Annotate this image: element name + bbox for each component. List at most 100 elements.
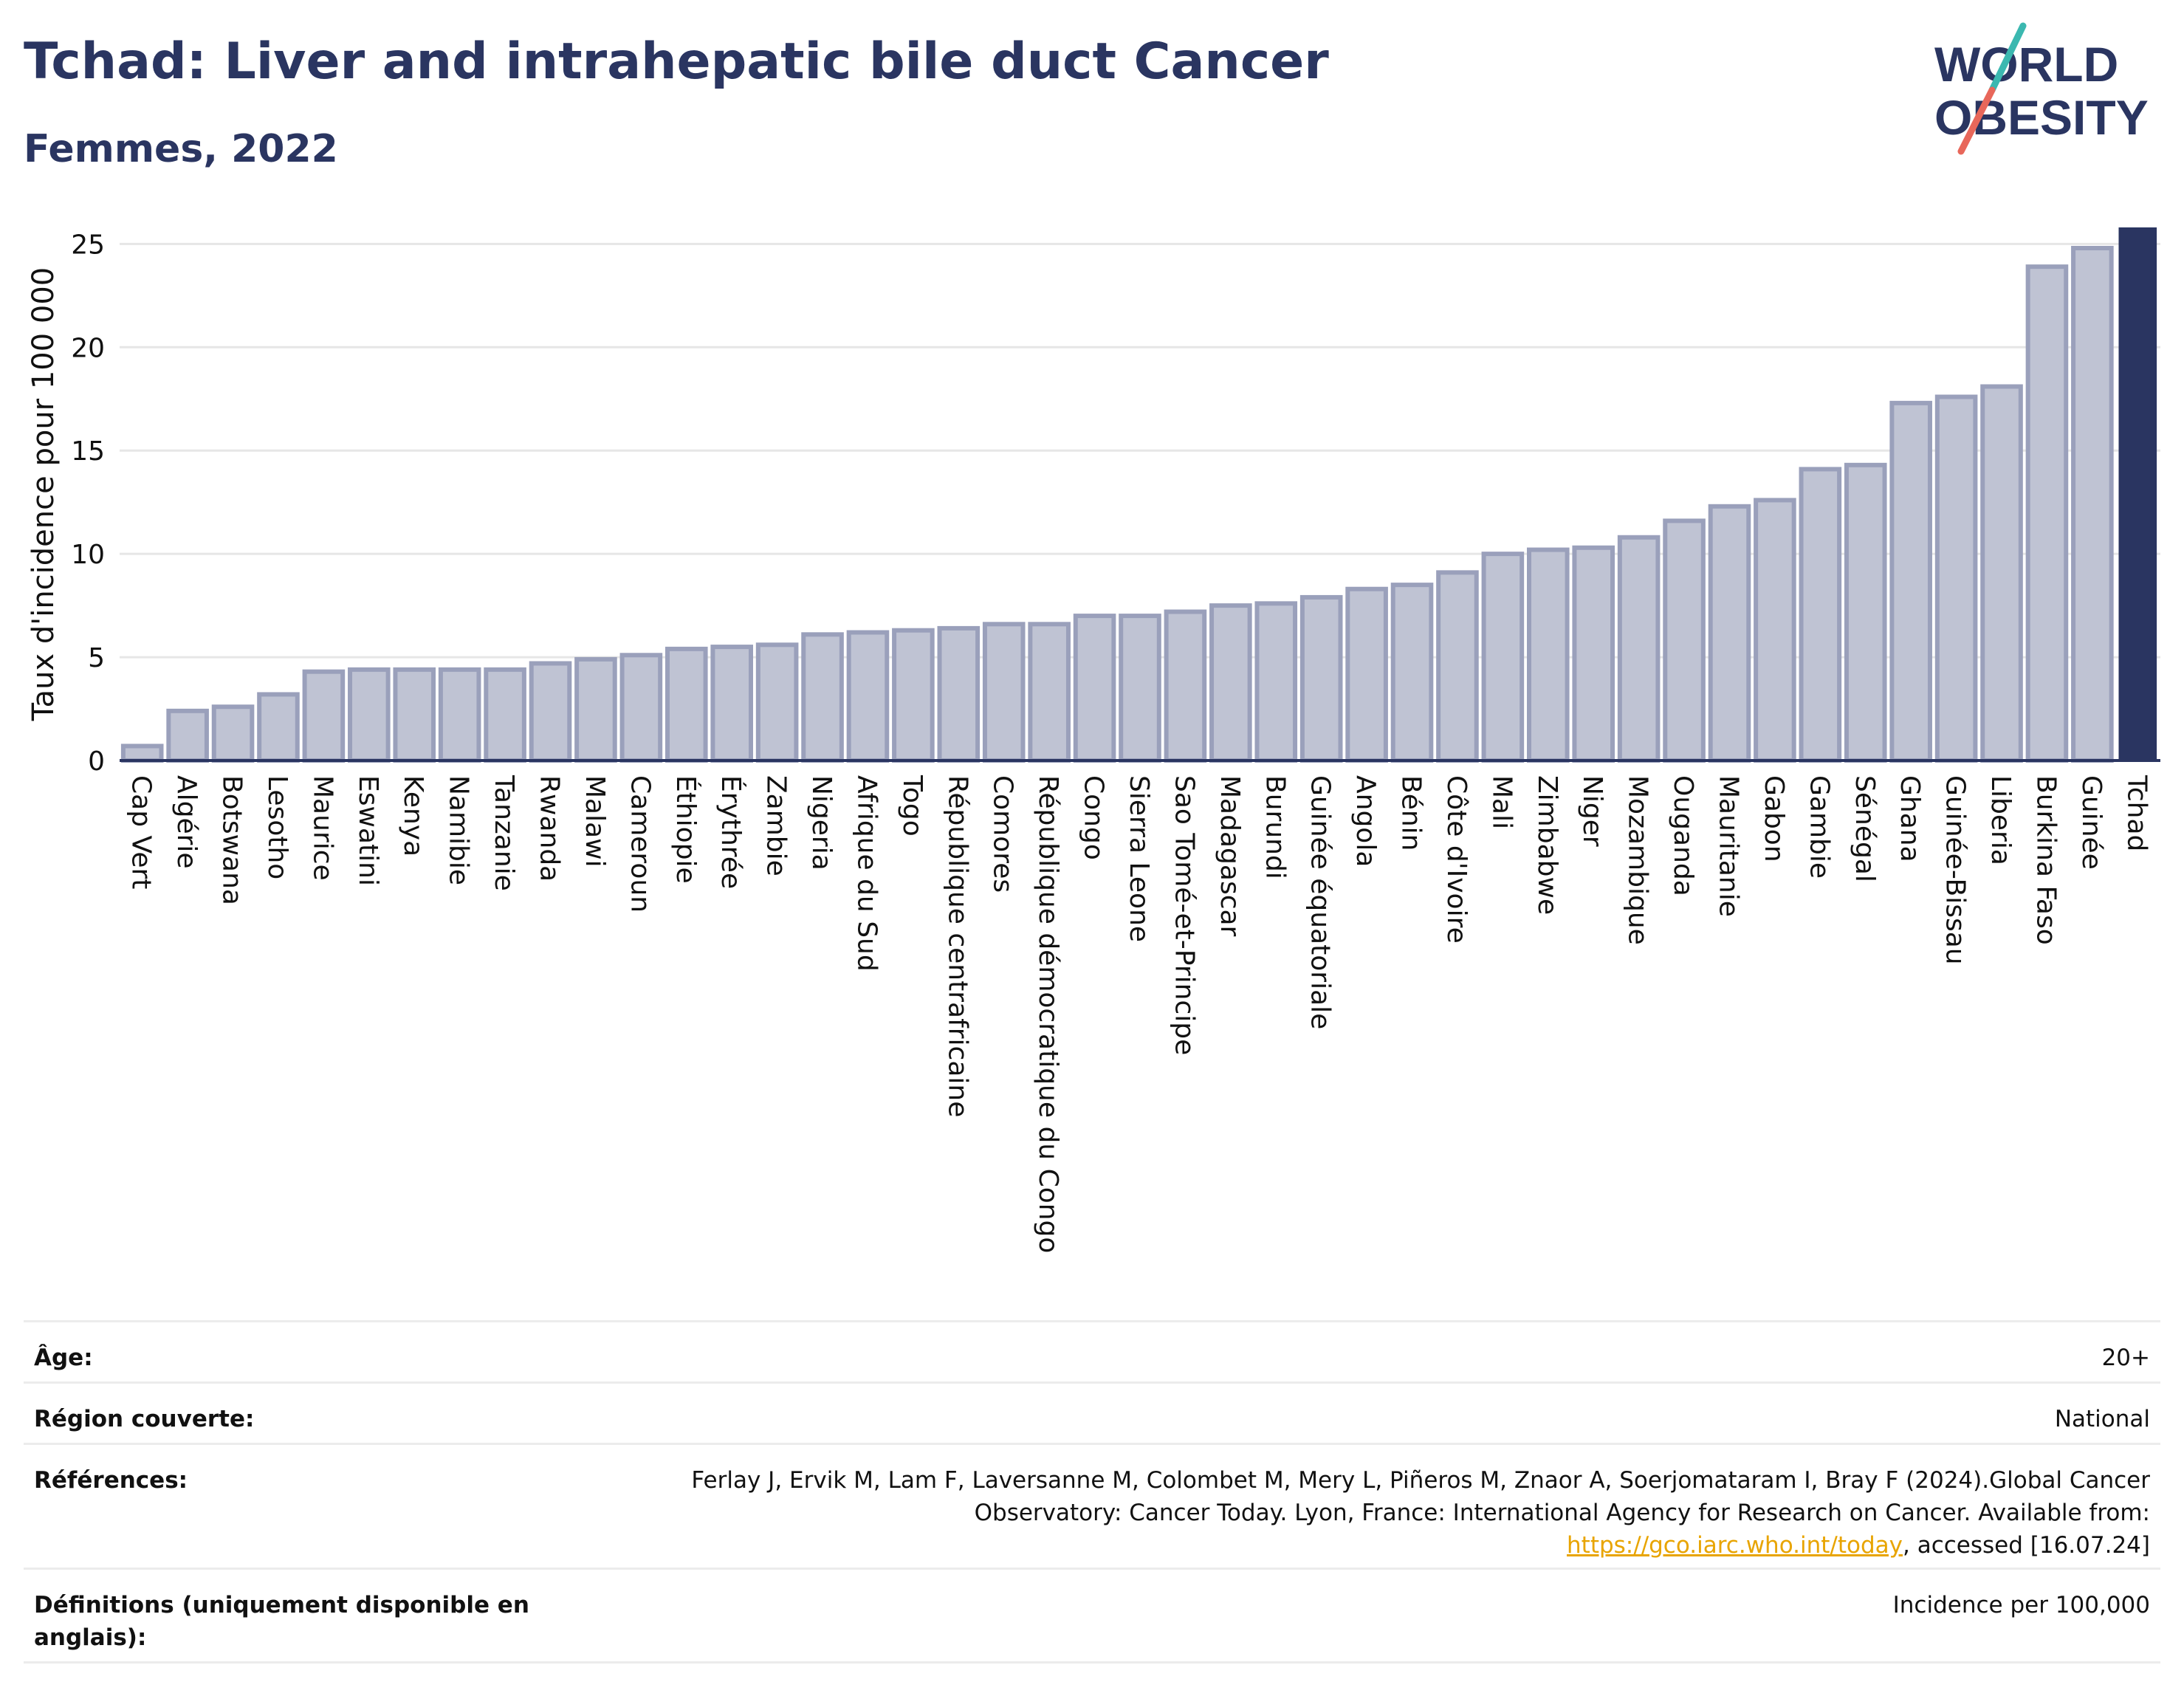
logo-slash-coral bbox=[1957, 86, 1996, 155]
bar bbox=[755, 642, 799, 763]
bar bbox=[1527, 547, 1570, 763]
bar bbox=[665, 646, 708, 763]
bar bbox=[1572, 545, 1615, 763]
world-obesity-logo: WORLD OBESITY bbox=[1934, 22, 2149, 155]
bar bbox=[166, 708, 209, 763]
x-tick-label: Namibie bbox=[444, 775, 474, 885]
age-label: Âge: bbox=[34, 1345, 93, 1371]
bar bbox=[1209, 603, 1252, 763]
x-tick-label: Mauritanie bbox=[1713, 775, 1743, 917]
bar bbox=[619, 653, 663, 763]
bar bbox=[1617, 535, 1661, 763]
x-tick-label: Gabon bbox=[1759, 775, 1789, 862]
x-tick-label: Cap Vert bbox=[126, 775, 157, 889]
definitions-value: Incidence per 100,000 bbox=[1892, 1592, 2150, 1618]
bar bbox=[1889, 400, 1932, 763]
meta-row-age: Âge: 20+ bbox=[24, 1320, 2160, 1381]
x-tick-label: Liberia bbox=[1985, 775, 2016, 865]
bar bbox=[484, 667, 526, 763]
bar bbox=[982, 622, 1026, 763]
x-tick-label: Madagascar bbox=[1215, 775, 1245, 937]
x-tick-label: Éthiopie bbox=[670, 775, 701, 884]
bar-chart: 0 5 10 15 20 25 Taux d'incidence pour 100 000 C… bbox=[27, 227, 2160, 1253]
x-tick-label: Guinée équatoriale bbox=[1305, 775, 1336, 1029]
references-text: Ferlay J, Ervik M, Lam F, Laversanne M, … bbox=[691, 1467, 2150, 1526]
chart-title: Tchad: Liver and intrahepatic bile duct … bbox=[24, 32, 1329, 91]
meta-row-region: Région couverte: National bbox=[24, 1381, 2160, 1443]
x-tick-label: Lesotho bbox=[262, 775, 292, 879]
x-tick-label: Afrique du Sud bbox=[851, 775, 882, 972]
y-axis-label: Taux d'incidence pour 100 000 bbox=[27, 267, 61, 721]
bar bbox=[892, 628, 935, 763]
definitions-label: Définitions (uniquement disponible en an… bbox=[34, 1592, 529, 1651]
x-tick-label: Ghana bbox=[1895, 775, 1925, 862]
references-value: Ferlay J, Ervik M, Lam F, Laversanne M, … bbox=[673, 1464, 2150, 1562]
bar bbox=[1436, 570, 1479, 763]
bar bbox=[1119, 614, 1161, 763]
bar bbox=[1164, 609, 1207, 763]
bar bbox=[120, 744, 164, 763]
bar bbox=[1708, 504, 1751, 763]
x-tick-label: Zimbabwe bbox=[1532, 775, 1562, 915]
bar bbox=[1844, 462, 1887, 763]
y-tick-label: 10 bbox=[71, 540, 105, 570]
references-accessed: , accessed [16.07.24] bbox=[1902, 1532, 2150, 1559]
x-tick-label: Mozambique bbox=[1623, 775, 1653, 945]
y-tick-label: 5 bbox=[88, 643, 105, 673]
x-tick-label: Sao Tomé-et-Principe bbox=[1169, 775, 1199, 1055]
meta-row-references: Références: Ferlay J, Ervik M, Lam F, La… bbox=[24, 1443, 2160, 1568]
x-tick-label: Congo bbox=[1079, 775, 1109, 860]
bar bbox=[710, 645, 753, 763]
x-tick-label: Algérie bbox=[171, 775, 202, 869]
bar bbox=[1299, 594, 1343, 763]
x-tick-label: Rwanda bbox=[535, 775, 565, 882]
references-link[interactable]: https://gco.iarc.who.int/today bbox=[1567, 1532, 1903, 1559]
bar bbox=[2025, 264, 2069, 763]
x-tick-label: Sénégal bbox=[1850, 775, 1880, 882]
meta-row-definitions: Définitions (uniquement disponible en an… bbox=[24, 1568, 2160, 1664]
x-tick-label: Guinée bbox=[2076, 775, 2106, 870]
bar bbox=[393, 667, 436, 763]
metadata-table: Âge: 20+ Région couverte: National Référ… bbox=[24, 1320, 2160, 1664]
bar bbox=[2118, 227, 2157, 761]
x-tick-label: Guinée-Bissau bbox=[1940, 775, 1971, 965]
age-value: 20+ bbox=[2101, 1345, 2150, 1371]
x-tick-label: Eswatini bbox=[353, 775, 383, 886]
x-tick-label: Botswana bbox=[217, 775, 247, 905]
bar bbox=[1980, 384, 2023, 763]
x-tick-label: Comores bbox=[988, 775, 1018, 893]
bar bbox=[438, 667, 481, 763]
x-tick-label: Kenya bbox=[398, 775, 428, 856]
bar bbox=[529, 661, 572, 763]
bar bbox=[1754, 498, 1796, 763]
bar bbox=[574, 656, 617, 763]
bar bbox=[801, 632, 844, 763]
references-label: Références: bbox=[34, 1467, 188, 1494]
bar bbox=[348, 667, 391, 763]
bar bbox=[937, 625, 981, 763]
bar bbox=[257, 692, 300, 763]
x-tick-label: Tanzanie bbox=[489, 775, 519, 891]
bar bbox=[846, 630, 890, 763]
region-label: Région couverte: bbox=[34, 1406, 255, 1432]
x-tick-label: Malawi bbox=[580, 775, 610, 868]
y-tick-label: 20 bbox=[71, 333, 105, 363]
logo-slash-teal bbox=[1988, 22, 2027, 94]
bar bbox=[1663, 518, 1706, 763]
bar bbox=[1934, 394, 1978, 763]
x-tick-label: Burundi bbox=[1260, 775, 1290, 879]
x-tick-label: Nigeria bbox=[806, 775, 837, 871]
bar bbox=[1390, 583, 1434, 763]
x-tick-label: Tchad bbox=[2121, 775, 2152, 851]
bar bbox=[1481, 552, 1525, 763]
y-tick-label: 25 bbox=[71, 230, 105, 260]
x-tick-label: Maurice bbox=[307, 775, 337, 881]
x-tick-label: Cameroun bbox=[625, 775, 655, 913]
region-value: National bbox=[2054, 1406, 2150, 1432]
bar bbox=[1254, 601, 1298, 763]
bar bbox=[211, 704, 255, 763]
x-tick-label: Angola bbox=[1350, 775, 1381, 867]
bar bbox=[2071, 245, 2114, 763]
x-tick-label: République centrafricaine bbox=[942, 775, 972, 1117]
y-tick-label: 0 bbox=[88, 746, 105, 777]
